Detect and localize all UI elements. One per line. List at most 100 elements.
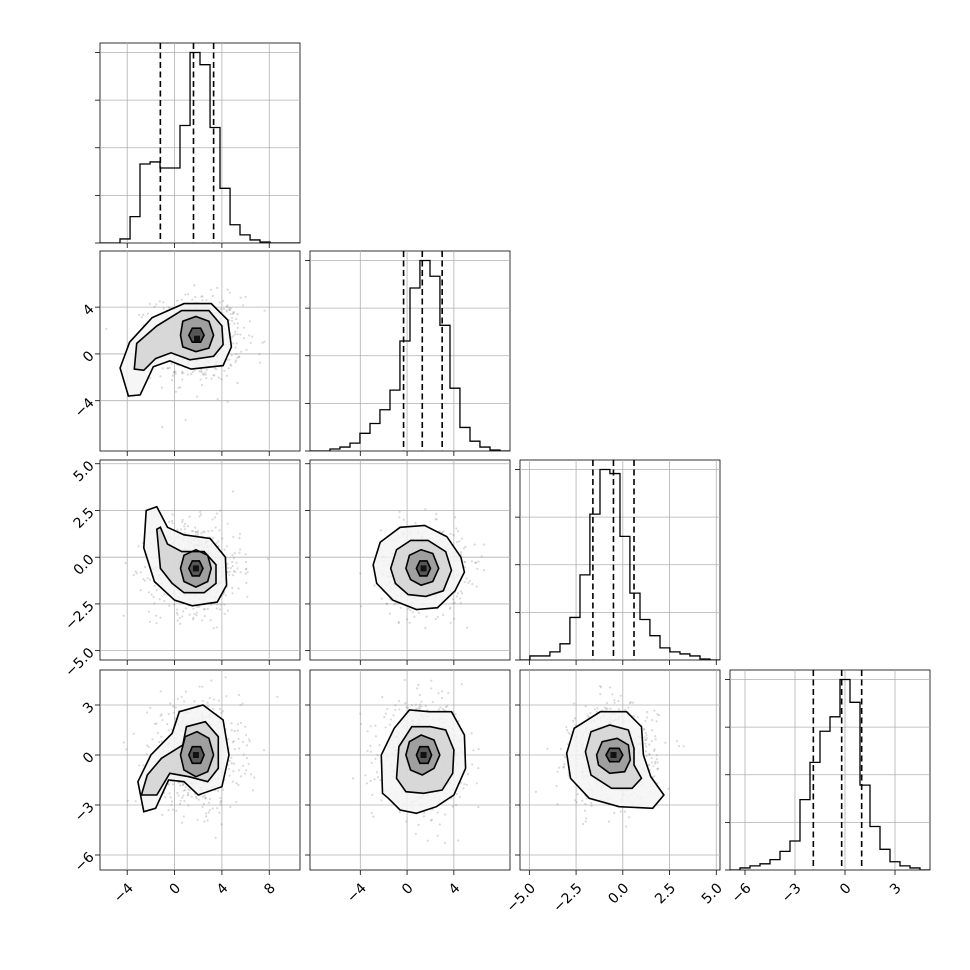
scatter-point	[186, 794, 189, 797]
scatter-point	[373, 584, 376, 587]
scatter-point	[203, 615, 206, 618]
scatter-point	[374, 735, 377, 738]
scatter-point	[173, 370, 176, 373]
scatter-point	[232, 311, 235, 314]
y-tick-label: 0.0	[71, 552, 98, 579]
scatter-point	[644, 738, 647, 742]
scatter-point	[153, 602, 156, 605]
scatter-point	[556, 770, 559, 773]
scatter-point	[608, 820, 611, 823]
scatter-point	[234, 330, 237, 333]
scatter-point	[148, 302, 151, 305]
scatter-point	[394, 602, 397, 605]
scatter-point	[236, 313, 239, 316]
panel-content	[100, 670, 300, 870]
scatter-point	[426, 839, 429, 842]
scatter-point	[468, 579, 471, 583]
scatter-point	[187, 788, 190, 791]
contour-line	[595, 737, 632, 775]
scatter-point	[158, 300, 161, 303]
scatter-point	[420, 700, 423, 703]
scatter-point	[198, 685, 201, 688]
scatter-point	[262, 749, 266, 752]
scatter-point	[246, 571, 249, 574]
scatter-point	[393, 603, 396, 606]
scatter-point	[410, 704, 413, 707]
panel-3-3: −6 −3 0 3	[725, 669, 931, 906]
scatter-point	[374, 724, 377, 727]
scatter-point	[471, 763, 474, 766]
scatter-point	[176, 791, 179, 795]
scatter-point	[242, 764, 245, 767]
contour-line	[405, 734, 441, 776]
scatter-point	[205, 812, 208, 815]
scatter-point	[619, 694, 622, 697]
scatter-point	[452, 533, 455, 537]
panel-3-0: −6 −3 0 3 −4 0 4 8	[72, 669, 301, 906]
scatter-point	[203, 820, 206, 823]
scatter-point	[617, 708, 621, 711]
scatter-point	[598, 685, 602, 688]
scatter-point	[645, 734, 648, 737]
scatter-point	[463, 580, 466, 584]
scatter-point	[181, 518, 184, 521]
scatter-point	[201, 295, 204, 298]
scatter-point	[232, 535, 235, 539]
scatter-point	[231, 780, 234, 783]
y-tick-label: −6	[72, 849, 98, 875]
scatter-point	[160, 713, 163, 716]
scatter-point	[124, 561, 127, 565]
scatter-point	[212, 374, 215, 377]
scatter-point	[221, 537, 224, 540]
scatter-point	[196, 530, 199, 533]
scatter-point	[219, 603, 222, 606]
contour-line	[565, 710, 665, 810]
contour-line	[133, 309, 224, 372]
scatter-point	[105, 327, 108, 330]
scatter-point	[465, 783, 468, 786]
scatter-point	[482, 569, 486, 572]
scatter-point	[572, 719, 575, 723]
scatter-point	[562, 766, 565, 769]
scatter-point	[266, 557, 269, 560]
scatter-point	[215, 542, 218, 545]
scatter-point	[415, 707, 418, 710]
scatter-point	[182, 794, 185, 797]
scatter-point	[219, 801, 222, 804]
scatter-point	[467, 773, 470, 776]
panel-3-1: −4 0 4	[305, 669, 511, 906]
scatter-point	[190, 373, 193, 376]
scatter-point	[246, 595, 249, 599]
scatter-point	[477, 560, 480, 563]
scatter-point	[212, 627, 215, 630]
scatter-point	[601, 709, 604, 712]
scatter-point	[196, 531, 199, 534]
scatter-point	[222, 307, 225, 311]
scatter-point	[625, 825, 628, 828]
x-tick-label: 4	[446, 880, 464, 898]
scatter-point	[414, 703, 417, 706]
scatter-point	[194, 526, 197, 529]
scatter-point	[232, 342, 235, 345]
scatter-point	[230, 364, 233, 367]
scatter-point	[231, 564, 234, 568]
scatter-point	[213, 374, 216, 377]
scatter-point	[162, 301, 165, 304]
scatter-point	[657, 767, 660, 770]
scatter-point	[147, 745, 150, 749]
scatter-point	[195, 531, 198, 534]
scatter-point	[234, 361, 237, 364]
scatter-point	[234, 333, 237, 336]
scatter-point	[534, 790, 538, 794]
scatter-point	[204, 797, 207, 800]
scatter-point	[426, 709, 429, 712]
histogram-step	[520, 468, 720, 660]
density-peak	[610, 752, 617, 758]
scatter-point	[239, 775, 243, 778]
scatter-point	[455, 792, 458, 796]
y-tick-label: −5.0	[62, 645, 97, 680]
scatter-point	[430, 819, 433, 822]
scatter-point	[609, 707, 612, 710]
scatter-point	[224, 676, 227, 679]
scatter-point	[385, 602, 388, 605]
